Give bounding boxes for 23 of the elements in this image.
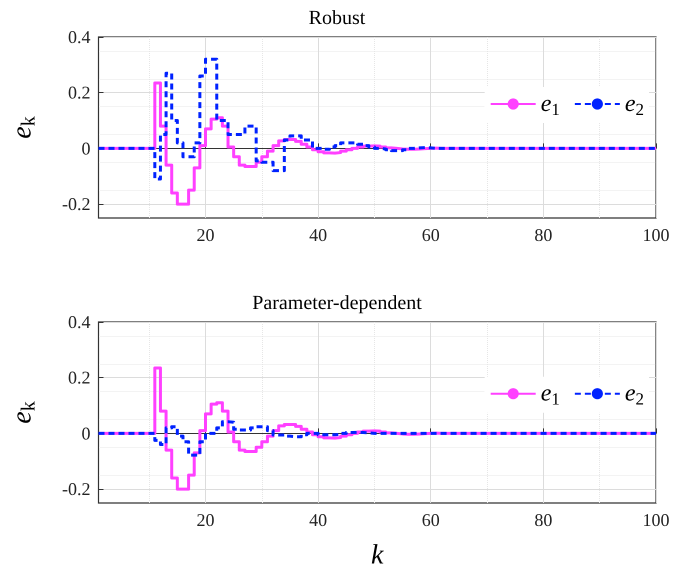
chart-title: Robust [308, 7, 366, 29]
y-tick-label: 0 [82, 138, 90, 158]
y-tick-label: 0.2 [68, 82, 90, 103]
chart-title: Parameter-dependent [252, 292, 422, 314]
x-tick-label: 40 [309, 225, 328, 245]
x-tick-label: 60 [422, 510, 440, 530]
x-tick-label: 80 [534, 225, 552, 245]
y-tick-label: 0.4 [68, 27, 90, 47]
x-tick-label: 60 [422, 225, 440, 245]
y-tick-label: 0.4 [68, 312, 90, 332]
y-tick-label: -0.2 [62, 479, 90, 500]
x-tick-label: 100 [642, 225, 670, 245]
x-tick-label: 40 [309, 510, 328, 530]
x-tick-label: 80 [534, 510, 552, 530]
x-tick-label: 20 [196, 510, 214, 530]
y-tick-label: 0.2 [68, 368, 90, 388]
x-axis-title: k [371, 540, 384, 570]
y-axis-title: ek [6, 401, 40, 424]
x-tick-label: 100 [642, 510, 670, 530]
x-tick-label: 20 [196, 225, 214, 245]
y-axis-title: ek [6, 116, 40, 139]
y-tick-label: -0.2 [62, 194, 90, 214]
y-tick-label: 0 [82, 423, 90, 444]
